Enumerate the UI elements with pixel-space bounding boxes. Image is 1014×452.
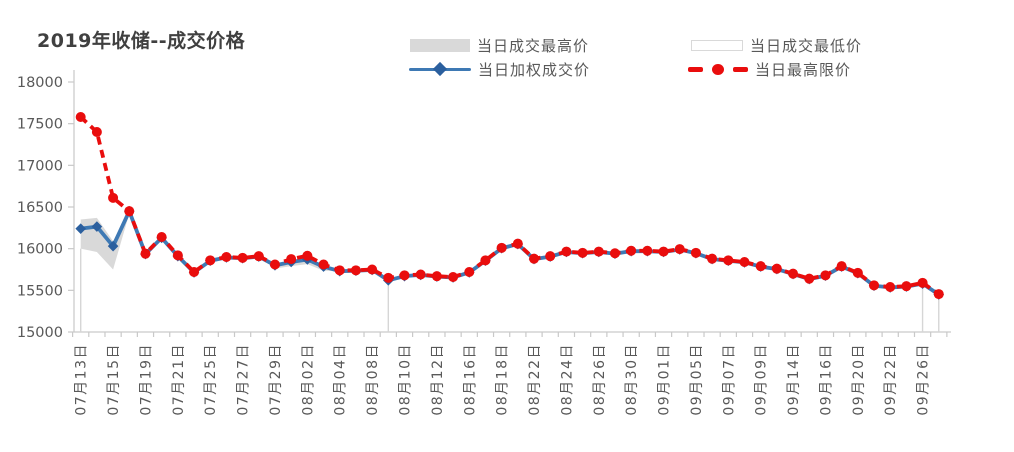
legend-item-low: 当日成交最低价 bbox=[691, 36, 863, 55]
gray-band-swatch-icon bbox=[410, 38, 470, 52]
svg-text:08月18日: 08月18日 bbox=[495, 343, 511, 416]
blue-line-diamond-swatch-icon bbox=[409, 61, 471, 77]
svg-text:08月22日: 08月22日 bbox=[527, 343, 543, 416]
svg-text:07月27日: 07月27日 bbox=[236, 343, 252, 416]
svg-text:08月04日: 08月04日 bbox=[333, 343, 349, 416]
svg-text:08月10日: 08月10日 bbox=[398, 343, 414, 416]
svg-text:09月22日: 09月22日 bbox=[883, 343, 899, 416]
svg-text:08月30日: 08月30日 bbox=[624, 343, 640, 416]
svg-text:08月26日: 08月26日 bbox=[592, 343, 608, 416]
svg-text:09月05日: 09月05日 bbox=[689, 343, 705, 416]
svg-text:17500: 17500 bbox=[17, 117, 63, 133]
svg-text:08月02日: 08月02日 bbox=[300, 343, 316, 416]
svg-text:08月12日: 08月12日 bbox=[430, 343, 446, 416]
svg-text:07月21日: 07月21日 bbox=[171, 343, 187, 416]
svg-text:07月15日: 07月15日 bbox=[106, 343, 122, 416]
svg-text:09月09日: 09月09日 bbox=[754, 343, 770, 416]
legend-item-limit: 当日最高限价 bbox=[688, 60, 852, 79]
legend-label-high: 当日成交最高价 bbox=[477, 36, 590, 55]
svg-text:08月24日: 08月24日 bbox=[559, 343, 575, 416]
svg-text:07月19日: 07月19日 bbox=[138, 343, 154, 416]
svg-text:09月16日: 09月16日 bbox=[818, 343, 834, 416]
svg-text:07月29日: 07月29日 bbox=[268, 343, 284, 416]
svg-text:09月26日: 09月26日 bbox=[916, 343, 932, 416]
svg-text:15500: 15500 bbox=[17, 283, 63, 299]
legend-item-weighted: 当日加权成交价 bbox=[409, 60, 591, 79]
svg-text:15000: 15000 bbox=[17, 325, 63, 341]
legend-label-weighted: 当日加权成交价 bbox=[478, 60, 591, 79]
legend-item-high: 当日成交最高价 bbox=[410, 36, 590, 55]
white-band-swatch-icon bbox=[691, 39, 743, 51]
chart-title: 2019年收储--成交价格 bbox=[37, 30, 246, 52]
svg-text:07月13日: 07月13日 bbox=[74, 343, 90, 416]
svg-text:07月25日: 07月25日 bbox=[203, 343, 219, 416]
svg-text:09月14日: 09月14日 bbox=[786, 343, 802, 416]
svg-text:16000: 16000 bbox=[17, 242, 63, 258]
legend-label-low: 当日成交最低价 bbox=[750, 36, 863, 55]
svg-text:08月08日: 08月08日 bbox=[365, 343, 381, 416]
svg-text:09月20日: 09月20日 bbox=[851, 343, 867, 416]
svg-text:17000: 17000 bbox=[17, 158, 63, 174]
svg-text:08月16日: 08月16日 bbox=[462, 343, 478, 416]
svg-text:09月07日: 09月07日 bbox=[721, 343, 737, 416]
red-dashed-circle-swatch-icon bbox=[688, 62, 748, 76]
svg-text:18000: 18000 bbox=[17, 75, 63, 91]
svg-text:16500: 16500 bbox=[17, 200, 63, 216]
svg-text:09月01日: 09月01日 bbox=[657, 343, 673, 416]
legend-label-limit: 当日最高限价 bbox=[755, 60, 852, 79]
